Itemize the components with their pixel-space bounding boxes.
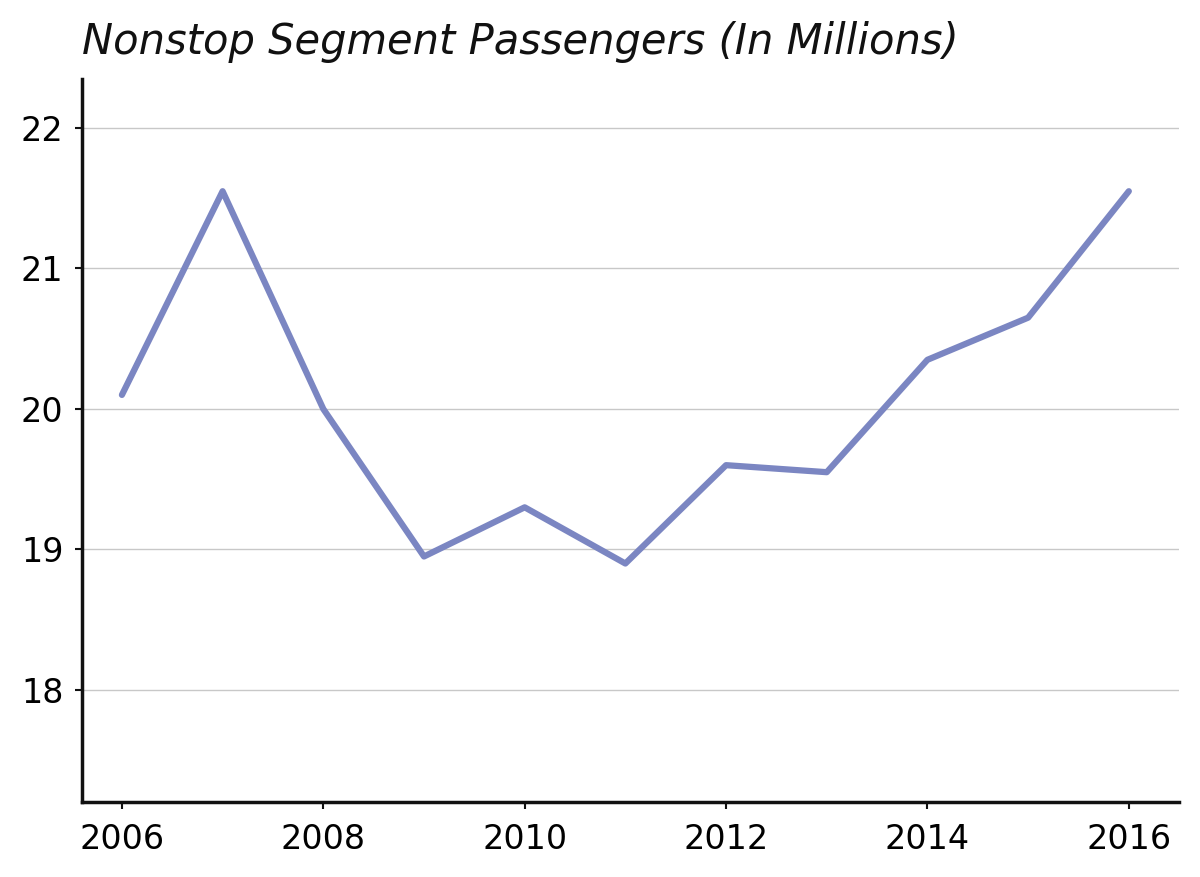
Text: Nonstop Segment Passengers (In Millions): Nonstop Segment Passengers (In Millions) [82,21,959,63]
